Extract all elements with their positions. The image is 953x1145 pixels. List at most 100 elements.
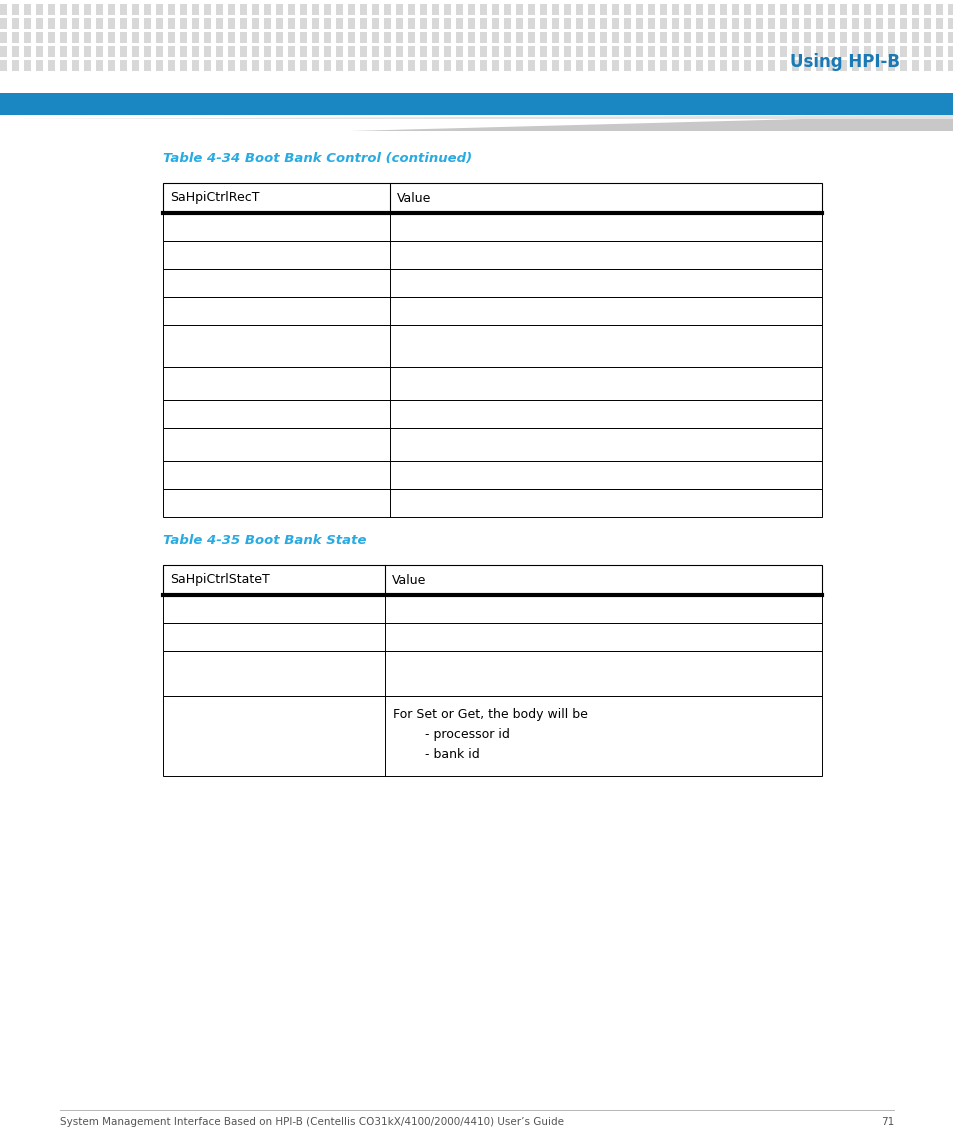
- Bar: [60, 32, 67, 44]
- Bar: [84, 46, 91, 57]
- Bar: [527, 46, 535, 57]
- Bar: [563, 32, 571, 44]
- Bar: [384, 46, 391, 57]
- Bar: [144, 60, 151, 71]
- Bar: [120, 32, 127, 44]
- Bar: [707, 60, 714, 71]
- Bar: [791, 3, 799, 15]
- Bar: [48, 46, 55, 57]
- Bar: [384, 3, 391, 15]
- Bar: [671, 60, 679, 71]
- Bar: [576, 46, 582, 57]
- Bar: [288, 46, 294, 57]
- Bar: [840, 3, 846, 15]
- Bar: [144, 3, 151, 15]
- Bar: [659, 18, 666, 29]
- Bar: [563, 60, 571, 71]
- Bar: [132, 32, 139, 44]
- Bar: [780, 60, 786, 71]
- Bar: [720, 46, 726, 57]
- Bar: [636, 60, 642, 71]
- Bar: [815, 60, 822, 71]
- Text: - processor id: - processor id: [393, 728, 509, 741]
- Bar: [240, 32, 247, 44]
- Bar: [36, 60, 43, 71]
- Bar: [851, 32, 858, 44]
- Bar: [935, 18, 942, 29]
- Bar: [563, 18, 571, 29]
- Bar: [767, 46, 774, 57]
- Bar: [539, 32, 546, 44]
- Bar: [780, 32, 786, 44]
- Polygon shape: [0, 114, 953, 119]
- Bar: [587, 3, 595, 15]
- Bar: [163, 183, 821, 213]
- Bar: [299, 32, 307, 44]
- Bar: [108, 32, 115, 44]
- Bar: [384, 18, 391, 29]
- Bar: [168, 3, 174, 15]
- Bar: [887, 3, 894, 15]
- Bar: [288, 3, 294, 15]
- Bar: [503, 46, 511, 57]
- Bar: [576, 18, 582, 29]
- Bar: [683, 32, 690, 44]
- Bar: [887, 60, 894, 71]
- Bar: [12, 46, 19, 57]
- Bar: [335, 32, 343, 44]
- Bar: [840, 32, 846, 44]
- Text: Using HPI-B: Using HPI-B: [789, 53, 899, 71]
- Bar: [479, 3, 486, 15]
- Bar: [935, 60, 942, 71]
- Bar: [163, 368, 821, 400]
- Bar: [707, 18, 714, 29]
- Bar: [144, 18, 151, 29]
- Bar: [755, 60, 762, 71]
- Bar: [539, 3, 546, 15]
- Bar: [443, 60, 451, 71]
- Bar: [923, 3, 930, 15]
- Bar: [324, 3, 331, 15]
- Bar: [587, 60, 595, 71]
- Bar: [875, 18, 882, 29]
- Bar: [503, 3, 511, 15]
- Bar: [803, 18, 810, 29]
- Bar: [335, 3, 343, 15]
- Bar: [108, 60, 115, 71]
- Bar: [899, 46, 906, 57]
- Bar: [612, 60, 618, 71]
- Bar: [312, 60, 318, 71]
- Bar: [156, 60, 163, 71]
- Bar: [887, 32, 894, 44]
- Bar: [0, 60, 7, 71]
- Bar: [468, 46, 475, 57]
- Bar: [599, 32, 606, 44]
- Text: SaHpiCtrlStateT: SaHpiCtrlStateT: [170, 574, 270, 586]
- Bar: [432, 60, 438, 71]
- Bar: [947, 60, 953, 71]
- Bar: [743, 3, 750, 15]
- Bar: [647, 18, 655, 29]
- Bar: [252, 18, 258, 29]
- Bar: [359, 3, 367, 15]
- Bar: [215, 32, 223, 44]
- Bar: [623, 46, 630, 57]
- Bar: [395, 46, 402, 57]
- Bar: [863, 46, 870, 57]
- Bar: [539, 18, 546, 29]
- Bar: [156, 32, 163, 44]
- Bar: [108, 3, 115, 15]
- Bar: [563, 46, 571, 57]
- Bar: [780, 18, 786, 29]
- Bar: [720, 32, 726, 44]
- Bar: [348, 46, 355, 57]
- Bar: [0, 93, 953, 114]
- Bar: [163, 428, 821, 461]
- Bar: [683, 46, 690, 57]
- Bar: [503, 18, 511, 29]
- Bar: [0, 46, 7, 57]
- Bar: [132, 60, 139, 71]
- Bar: [899, 3, 906, 15]
- Bar: [887, 46, 894, 57]
- Bar: [755, 32, 762, 44]
